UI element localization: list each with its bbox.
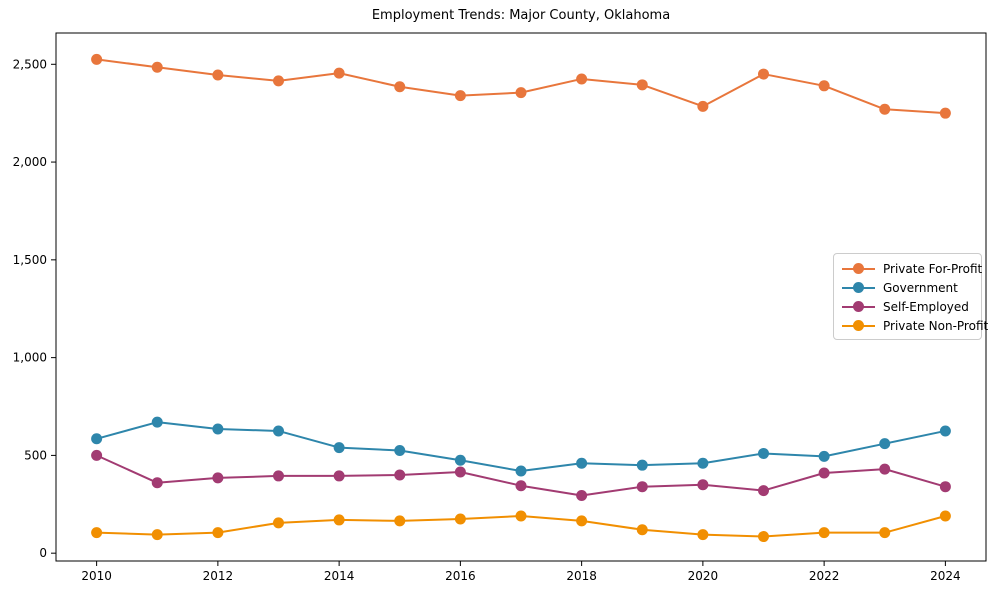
data-point: [272, 517, 284, 529]
legend-label: Private Non-Profit: [883, 318, 989, 333]
series-line-private-for-profit: [95, 58, 947, 115]
legend-item-private-non-profit: Private Non-Profit: [842, 316, 988, 335]
data-point: [758, 68, 770, 80]
data-point: [879, 438, 891, 450]
legend-marker-icon: [842, 300, 875, 313]
data-point: [394, 469, 406, 481]
data-point: [636, 524, 648, 536]
legend-item-self-employed: Self-Employed: [842, 297, 975, 316]
legend-marker-icon: [842, 319, 875, 332]
y-tick-label: 2,500: [13, 57, 47, 71]
legend-item-government: Government: [842, 278, 975, 297]
legend-marker-icon: [842, 262, 875, 275]
data-point: [394, 515, 406, 527]
legend-label: Self-Employed: [883, 299, 969, 314]
data-point: [939, 481, 951, 493]
data-point: [818, 80, 830, 92]
x-tick-label: 2016: [445, 569, 476, 583]
data-point: [515, 480, 527, 492]
data-point: [151, 416, 163, 428]
data-point: [212, 423, 224, 435]
x-tick-label: 2020: [688, 569, 719, 583]
legend-label: Government: [883, 280, 958, 295]
data-point: [818, 467, 830, 479]
data-point: [91, 53, 103, 65]
data-point: [879, 103, 891, 115]
legend-marker-icon: [842, 281, 875, 294]
data-point: [454, 466, 466, 478]
data-point: [939, 510, 951, 522]
data-point: [697, 100, 709, 112]
data-point: [818, 527, 830, 539]
data-point: [91, 449, 103, 461]
data-point: [697, 529, 709, 541]
data-point: [758, 531, 770, 543]
data-point: [333, 67, 345, 79]
data-point: [212, 69, 224, 81]
data-point: [394, 81, 406, 93]
x-tick-label: 2018: [566, 569, 597, 583]
data-point: [454, 513, 466, 525]
data-point: [515, 510, 527, 522]
data-point: [515, 465, 527, 477]
data-point: [212, 527, 224, 539]
data-point: [394, 445, 406, 457]
data-point: [758, 485, 770, 497]
x-tick-label: 2022: [809, 569, 840, 583]
data-point: [272, 425, 284, 437]
x-tick-label: 2012: [203, 569, 234, 583]
data-point: [576, 515, 588, 527]
data-point: [515, 87, 527, 99]
data-point: [272, 75, 284, 87]
data-point: [818, 450, 830, 462]
data-point: [697, 457, 709, 469]
data-point: [576, 489, 588, 501]
data-point: [636, 79, 648, 91]
data-point: [879, 527, 891, 539]
data-point: [272, 470, 284, 482]
series-line-government: [95, 421, 947, 473]
x-tick-label: 2024: [930, 569, 961, 583]
chart-title: Employment Trends: Major County, Oklahom…: [371, 8, 671, 23]
data-point: [454, 454, 466, 466]
data-point: [758, 447, 770, 459]
y-tick-label: 500: [24, 448, 47, 462]
data-point: [91, 527, 103, 539]
data-point: [636, 481, 648, 493]
y-tick-label: 2,000: [13, 155, 47, 169]
data-point: [212, 472, 224, 484]
legend-label: Private For-Profit: [883, 261, 983, 276]
data-point: [333, 442, 345, 454]
x-tick-label: 2014: [324, 569, 355, 583]
y-tick-label: 1,500: [13, 253, 47, 267]
data-point: [939, 107, 951, 119]
x-tick-label: 2010: [81, 569, 112, 583]
data-point: [151, 477, 163, 489]
data-point: [879, 463, 891, 475]
data-point: [333, 470, 345, 482]
data-point: [576, 457, 588, 469]
data-point: [939, 425, 951, 437]
data-point: [697, 479, 709, 491]
chart-legend: Private For-Profit Government Self-Employe…: [833, 253, 988, 340]
legend-item-private-for-profit: Private For-Profit: [842, 259, 982, 278]
data-point: [576, 73, 588, 85]
data-point: [636, 459, 648, 471]
data-point: [454, 90, 466, 102]
data-point: [333, 514, 345, 526]
data-point: [151, 61, 163, 73]
plot-frame: [55, 32, 987, 562]
y-tick-label: 1,000: [13, 351, 47, 365]
y-tick-label: 0: [39, 546, 47, 560]
data-point: [91, 433, 103, 445]
data-point: [151, 529, 163, 541]
